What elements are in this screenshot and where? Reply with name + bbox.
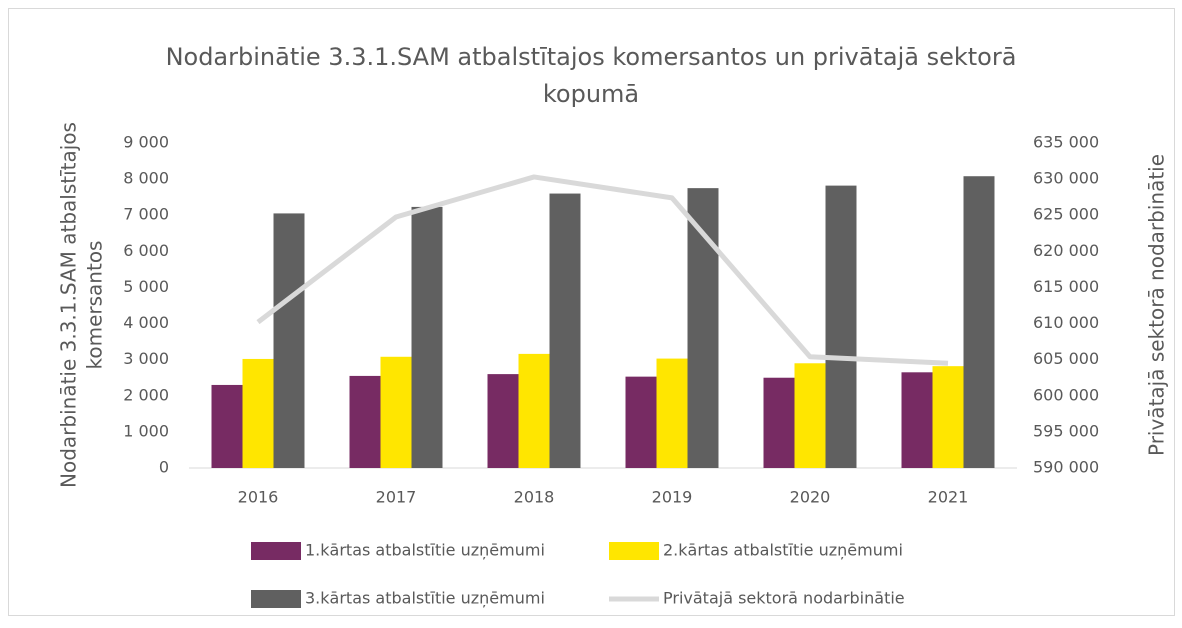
y-tick-label: 5 000 bbox=[123, 277, 169, 296]
y-tick-label: 8 000 bbox=[123, 169, 169, 188]
y2-tick-label: 615 000 bbox=[1033, 277, 1099, 296]
bar bbox=[242, 358, 274, 468]
x-tick-label: 2017 bbox=[376, 488, 417, 507]
legend-label: 3.kārtas atbalstītie uzņēmumi bbox=[305, 589, 545, 608]
legend-label: 2.kārtas atbalstītie uzņēmumi bbox=[663, 541, 903, 560]
y-tick-label: 2 000 bbox=[123, 385, 169, 404]
legend-swatch bbox=[251, 590, 301, 608]
x-tick-label: 2018 bbox=[514, 488, 555, 507]
y2-tick-label: 630 000 bbox=[1033, 169, 1099, 188]
y-tick-label: 0 bbox=[159, 458, 169, 477]
y2-tick-label: 620 000 bbox=[1033, 241, 1099, 260]
line-series bbox=[256, 174, 949, 366]
bar bbox=[549, 193, 581, 469]
x-tick-label: 2019 bbox=[652, 488, 693, 507]
bar bbox=[518, 353, 550, 468]
y-tick-label: 7 000 bbox=[123, 205, 169, 224]
bar bbox=[901, 372, 933, 468]
bar bbox=[273, 213, 305, 468]
y-tick-label: 1 000 bbox=[123, 421, 169, 440]
y2-tick-label: 635 000 bbox=[1033, 133, 1099, 152]
bar bbox=[349, 375, 381, 468]
x-tick-label: 2016 bbox=[238, 488, 279, 507]
chart-title: kopumā bbox=[543, 80, 639, 108]
y2-tick-label: 590 000 bbox=[1033, 458, 1099, 477]
bar bbox=[625, 376, 657, 468]
y2-tick-label: 610 000 bbox=[1033, 313, 1099, 332]
legend-label: 1.kārtas atbalstītie uzņēmumi bbox=[305, 541, 545, 560]
y2-axis-title: Privātajā sektorā nodarbinātie bbox=[1145, 154, 1169, 456]
legend-swatch bbox=[251, 542, 301, 560]
bar bbox=[794, 363, 826, 468]
bar bbox=[932, 366, 964, 468]
bar bbox=[211, 384, 243, 468]
y-tick-label: 4 000 bbox=[123, 313, 169, 332]
y2-tick-label: 595 000 bbox=[1033, 421, 1099, 440]
bar bbox=[487, 374, 519, 468]
y2-tick-label: 600 000 bbox=[1033, 385, 1099, 404]
legend-swatch bbox=[609, 542, 659, 560]
y2-tick-label: 605 000 bbox=[1033, 349, 1099, 368]
legend-label: Privātajā sektorā nodarbinātie bbox=[663, 589, 905, 608]
y-axis-title: Nodarbinātie 3.3.1.SAM atbalstītajos bbox=[57, 122, 81, 488]
y-tick-label: 6 000 bbox=[123, 241, 169, 260]
bar bbox=[963, 176, 995, 468]
x-tick-label: 2021 bbox=[928, 488, 969, 507]
bar bbox=[656, 358, 688, 468]
bar bbox=[411, 206, 443, 468]
y2-tick-label: 625 000 bbox=[1033, 205, 1099, 224]
y-axis-title: komersantos bbox=[83, 241, 107, 370]
x-tick-label: 2020 bbox=[790, 488, 831, 507]
y-tick-label: 3 000 bbox=[123, 349, 169, 368]
y-tick-label: 9 000 bbox=[123, 133, 169, 152]
chart-title: Nodarbinātie 3.3.1.SAM atbalstītajos kom… bbox=[166, 43, 1017, 71]
bar bbox=[825, 185, 857, 468]
bar bbox=[380, 356, 412, 468]
bar bbox=[763, 377, 795, 468]
